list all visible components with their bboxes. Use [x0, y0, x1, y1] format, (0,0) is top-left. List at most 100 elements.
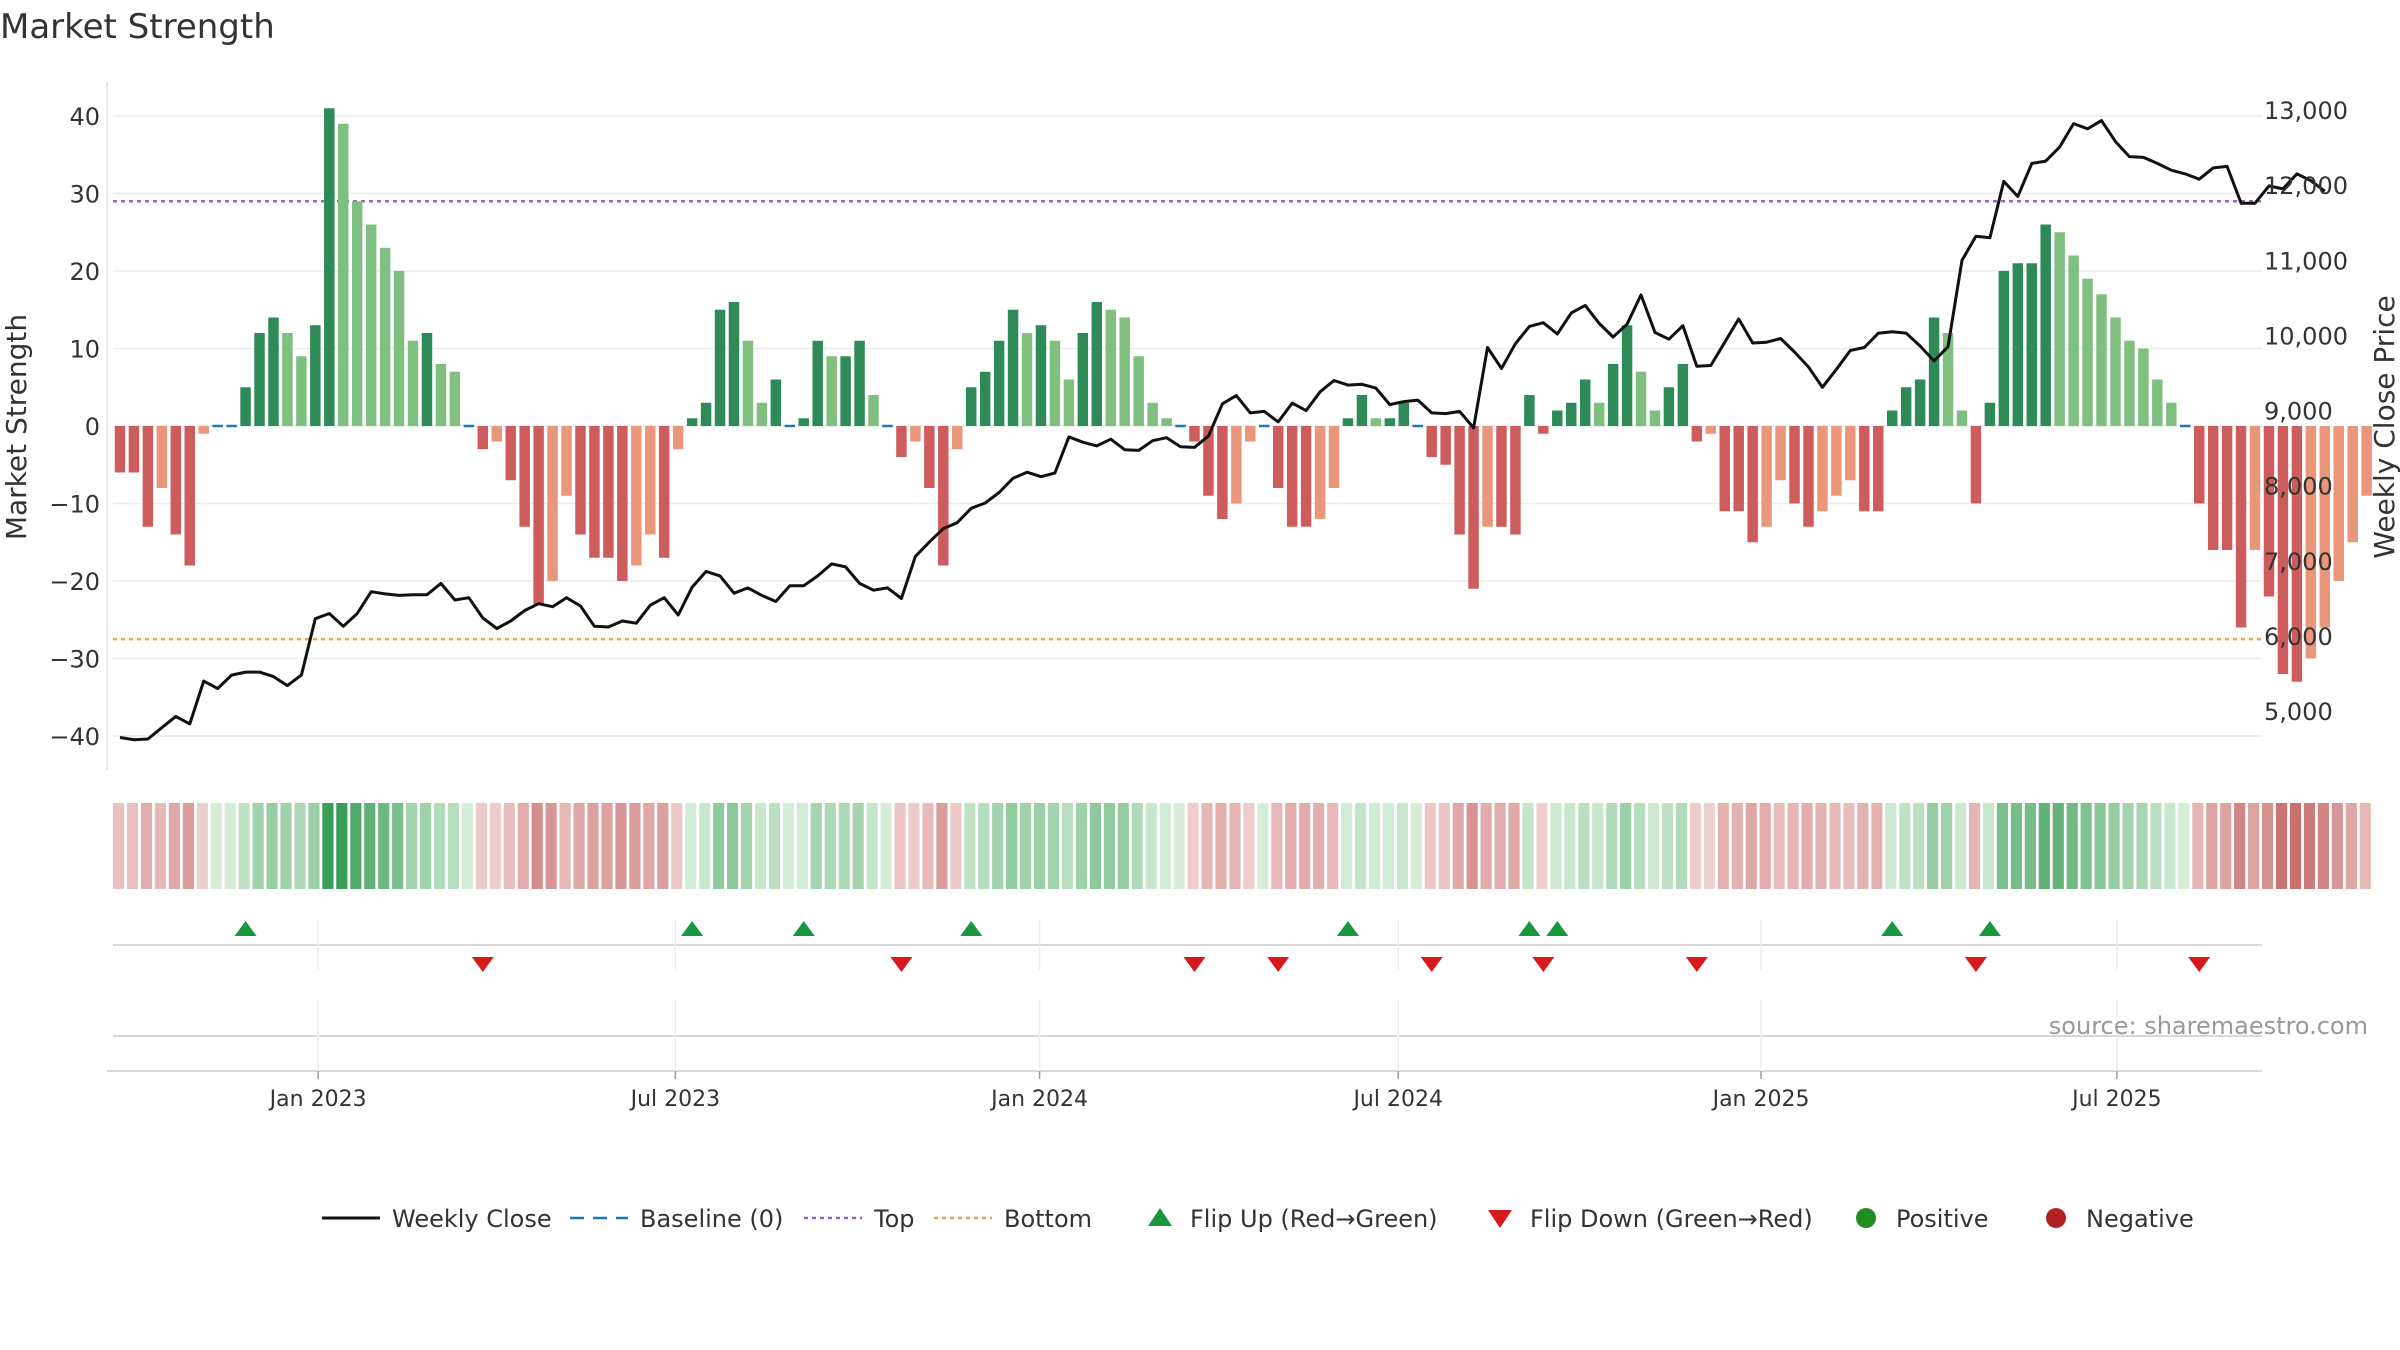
strength-bar [365, 224, 377, 426]
x-tick-label: Jan 2024 [989, 1087, 1088, 1112]
strip-cell [1982, 803, 1995, 889]
strip-cell [2206, 803, 2218, 889]
strength-bar [2026, 263, 2037, 426]
strip-cell [866, 803, 878, 889]
strip-cell [713, 803, 725, 889]
strength-bar [1384, 418, 1396, 426]
strength-bar [1007, 309, 1019, 426]
strength-bar [2263, 426, 2275, 597]
strip-cell [224, 803, 236, 889]
strength-bars [114, 108, 2372, 682]
strength-bar [658, 426, 670, 558]
strength-bar [672, 426, 684, 450]
strength-bar [1593, 402, 1605, 426]
y-tick-label: −30 [49, 646, 100, 674]
strength-bar [1859, 426, 1870, 512]
strength-bar [1677, 364, 1689, 426]
flip-up-marker [1518, 921, 1541, 936]
legend-triangle-up-icon [1148, 1208, 1172, 1226]
strip-cell [1648, 803, 1660, 889]
strip-cell [852, 803, 864, 889]
strength-bar [1468, 426, 1479, 589]
strip-cell [1634, 803, 1646, 889]
strength-bar [1189, 426, 1200, 442]
strip-cell [796, 803, 808, 889]
strength-bar [1300, 426, 1312, 527]
strip-cell [1661, 803, 1674, 889]
strip-cell [1801, 803, 1813, 889]
strength-bar [645, 426, 656, 535]
strength-bar [1524, 395, 1535, 426]
strength-bar [1147, 402, 1158, 426]
x-axis-ticks: Jan 2023 Jul 2023 Jan 2024 Jul 2024 Jan 2025… [268, 1071, 2162, 1112]
strip-cell [2289, 803, 2302, 889]
strip-cell [1061, 803, 1074, 889]
strength-bar [1203, 426, 1214, 496]
strip-cell [1173, 803, 1185, 889]
strip-cell [629, 803, 641, 889]
y2-tick-label: 5,000 [2264, 698, 2333, 726]
strip-cell [475, 803, 487, 889]
strength-bar [2166, 402, 2177, 426]
strength-bar [1217, 426, 1228, 519]
strip-cell [545, 803, 557, 889]
strength-bar [1482, 426, 1493, 527]
strip-cell [1941, 803, 1953, 889]
flip-down-marker [471, 957, 494, 972]
level-lines [113, 200, 2262, 641]
y2-tick-label: 10,000 [2264, 322, 2348, 350]
strength-bar [393, 271, 405, 426]
strength-bar [491, 426, 502, 442]
legend-item: Negative [2046, 1205, 2194, 1233]
strip-cell [1689, 803, 1702, 889]
strip-cell [294, 803, 306, 889]
legend-item: Bottom [934, 1205, 1092, 1233]
strip-cell [1368, 803, 1381, 889]
strip-cell [1131, 803, 1143, 889]
strength-bar [756, 402, 768, 426]
strength-bar [1579, 379, 1591, 426]
strength-bar [1817, 426, 1828, 512]
strength-bar [1063, 379, 1075, 426]
strength-bar [2040, 224, 2051, 426]
strip-cell [573, 803, 585, 889]
strength-bar [1607, 364, 1619, 426]
strip-cell [740, 803, 753, 889]
strip-cell [2038, 803, 2050, 889]
strip-cell [531, 803, 543, 889]
strip-cell [1759, 803, 1771, 889]
lower-panels [107, 920, 2262, 1072]
legend-label: Flip Down (Green→Red) [1530, 1205, 1813, 1233]
flip-up-marker [234, 921, 257, 936]
strip-cell [1299, 803, 1311, 889]
strip-cell [1606, 803, 1618, 889]
strip-cell [1787, 803, 1799, 889]
flip-down-marker [1267, 957, 1290, 972]
strength-bar [170, 426, 182, 535]
strip-cell [2066, 803, 2078, 889]
strip-cell [2317, 803, 2329, 889]
strength-bar [505, 426, 516, 481]
strength-bar [2124, 340, 2135, 426]
strip-cell [964, 803, 976, 889]
strength-bar [547, 426, 558, 581]
legend-label: Flip Up (Red→Green) [1190, 1205, 1438, 1233]
strip-cell [1536, 803, 1548, 889]
legend-item: Baseline (0) [570, 1205, 783, 1233]
strength-bar [2207, 426, 2219, 550]
strength-bar [826, 356, 837, 426]
y2-tick-label: 8,000 [2264, 473, 2333, 501]
strength-bar [1133, 356, 1144, 426]
strip-cell [1424, 803, 1436, 889]
legend: Weekly Close Baseline (0) Top Bottom Flip Up… [322, 1205, 2194, 1233]
strip-cell [2275, 803, 2288, 889]
strip-cell [1020, 803, 1032, 889]
strip-cell [1117, 803, 1129, 889]
y-tick-label: −10 [49, 491, 100, 519]
x-tick-label: Jan 2023 [268, 1087, 367, 1112]
strip-cell [308, 803, 320, 889]
strength-bar [449, 371, 461, 426]
strength-bar [1552, 410, 1563, 426]
strip-cell [992, 803, 1004, 889]
strength-bar [351, 201, 363, 426]
